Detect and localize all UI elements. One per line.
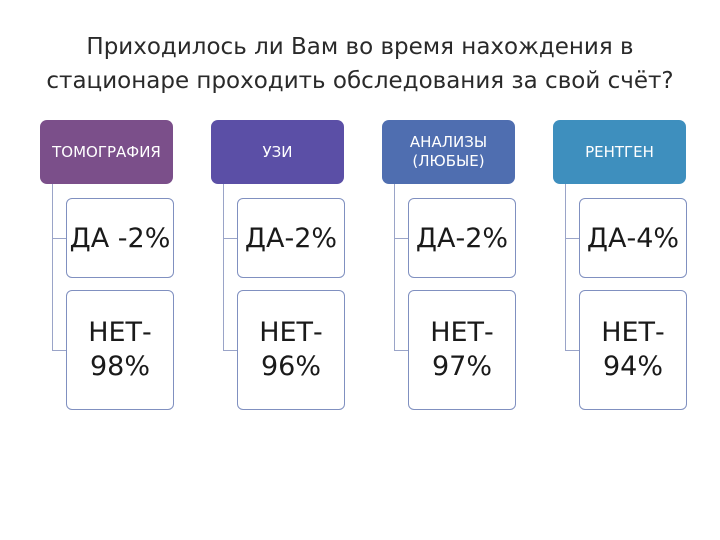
no-label: НЕТ- <box>430 317 494 348</box>
header-ultrasound: УЗИ <box>211 120 344 184</box>
connector-branch <box>223 350 237 351</box>
yes-value: ДА-4% <box>586 222 680 254</box>
title-line-2: стационаре проходить обследования за сво… <box>46 68 674 94</box>
header-tomography: ТОМОГРАФИЯ <box>40 120 173 184</box>
header-tests: АНАЛИЗЫ (ЛЮБЫЕ) <box>382 120 515 184</box>
connector-line <box>565 184 566 350</box>
no-card: НЕТ- 98% <box>66 290 174 410</box>
connector-line <box>223 184 224 350</box>
connector-branch <box>52 350 66 351</box>
connector-branch <box>52 238 66 239</box>
no-value: 94% <box>602 351 663 382</box>
connector-branch <box>565 350 579 351</box>
title-line-1: Приходилось ли Вам во время нахождения в <box>86 34 634 60</box>
no-label: НЕТ- <box>259 317 323 348</box>
no-card: НЕТ- 96% <box>237 290 345 410</box>
connector-line <box>52 184 53 350</box>
yes-value: ДА-2% <box>244 222 338 254</box>
yes-card: ДА -2% <box>66 198 174 278</box>
connector-line <box>394 184 395 350</box>
yes-value: ДА-2% <box>415 222 509 254</box>
header-label: РЕНТГЕН <box>585 142 654 161</box>
no-value: 98% <box>89 351 150 382</box>
connector-branch <box>565 238 579 239</box>
no-card: НЕТ- 97% <box>408 290 516 410</box>
header-label: ТОМОГРАФИЯ <box>52 142 161 161</box>
header-xray: РЕНТГЕН <box>553 120 686 184</box>
connector-branch <box>223 238 237 239</box>
slide-title: Приходилось ли Вам во время нахождения в… <box>30 30 690 98</box>
yes-card: ДА-2% <box>408 198 516 278</box>
connector-branch <box>394 238 408 239</box>
yes-card: ДА-4% <box>579 198 687 278</box>
no-card: НЕТ- 94% <box>579 290 687 410</box>
connector-branch <box>394 350 408 351</box>
no-label: НЕТ- <box>601 317 665 348</box>
header-label: УЗИ <box>262 142 293 161</box>
no-label: НЕТ- <box>88 317 152 348</box>
yes-value: ДА -2% <box>69 222 171 254</box>
header-label: АНАЛИЗЫ (ЛЮБЫЕ) <box>409 133 488 170</box>
yes-card: ДА-2% <box>237 198 345 278</box>
no-value: 96% <box>260 351 321 382</box>
no-value: 97% <box>431 351 492 382</box>
